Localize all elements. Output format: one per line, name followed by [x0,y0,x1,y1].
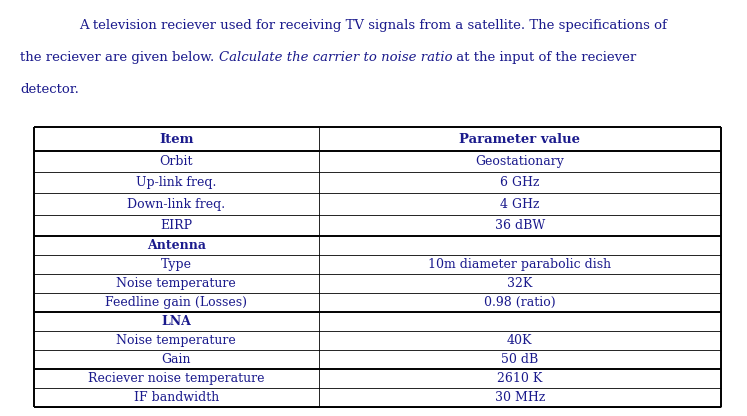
Text: 4 GHz: 4 GHz [500,198,539,210]
Text: at the input of the reciever: at the input of the reciever [452,51,636,64]
Text: 6 GHz: 6 GHz [500,176,539,189]
Text: 10m diameter parabolic dish: 10m diameter parabolic dish [428,258,611,271]
Text: Parameter value: Parameter value [459,133,580,146]
Text: Type: Type [161,258,192,271]
Text: 40K: 40K [507,334,533,347]
Text: Orbit: Orbit [159,155,193,168]
Text: Gain: Gain [161,353,191,366]
Text: Geostationary: Geostationary [475,155,564,168]
Text: 32K: 32K [507,277,533,290]
Text: 30 MHz: 30 MHz [495,391,545,404]
Text: detector.: detector. [20,83,79,96]
Text: 2610 K: 2610 K [498,372,542,385]
Text: Calculate the carrier to noise ratio: Calculate the carrier to noise ratio [219,51,452,64]
Text: Up-link freq.: Up-link freq. [136,176,217,189]
Text: A television reciever used for receiving TV signals from a satellite. The specif: A television reciever used for receiving… [80,19,667,32]
Text: Antenna: Antenna [146,239,205,252]
Text: 36 dBW: 36 dBW [495,219,545,232]
Text: the reciever are given below.: the reciever are given below. [20,51,219,64]
Text: EIRP: EIRP [160,219,192,232]
Text: 50 dB: 50 dB [501,353,539,366]
Text: LNA: LNA [161,315,191,328]
Text: Feedline gain (Losses): Feedline gain (Losses) [105,296,247,309]
Text: Down-link freq.: Down-link freq. [127,198,226,210]
Text: Reciever noise temperature: Reciever noise temperature [88,372,264,385]
Text: 0.98 (ratio): 0.98 (ratio) [484,296,556,309]
Text: Noise temperature: Noise temperature [117,277,236,290]
Text: Item: Item [159,133,193,146]
Text: Noise temperature: Noise temperature [117,334,236,347]
Text: IF bandwidth: IF bandwidth [134,391,219,404]
